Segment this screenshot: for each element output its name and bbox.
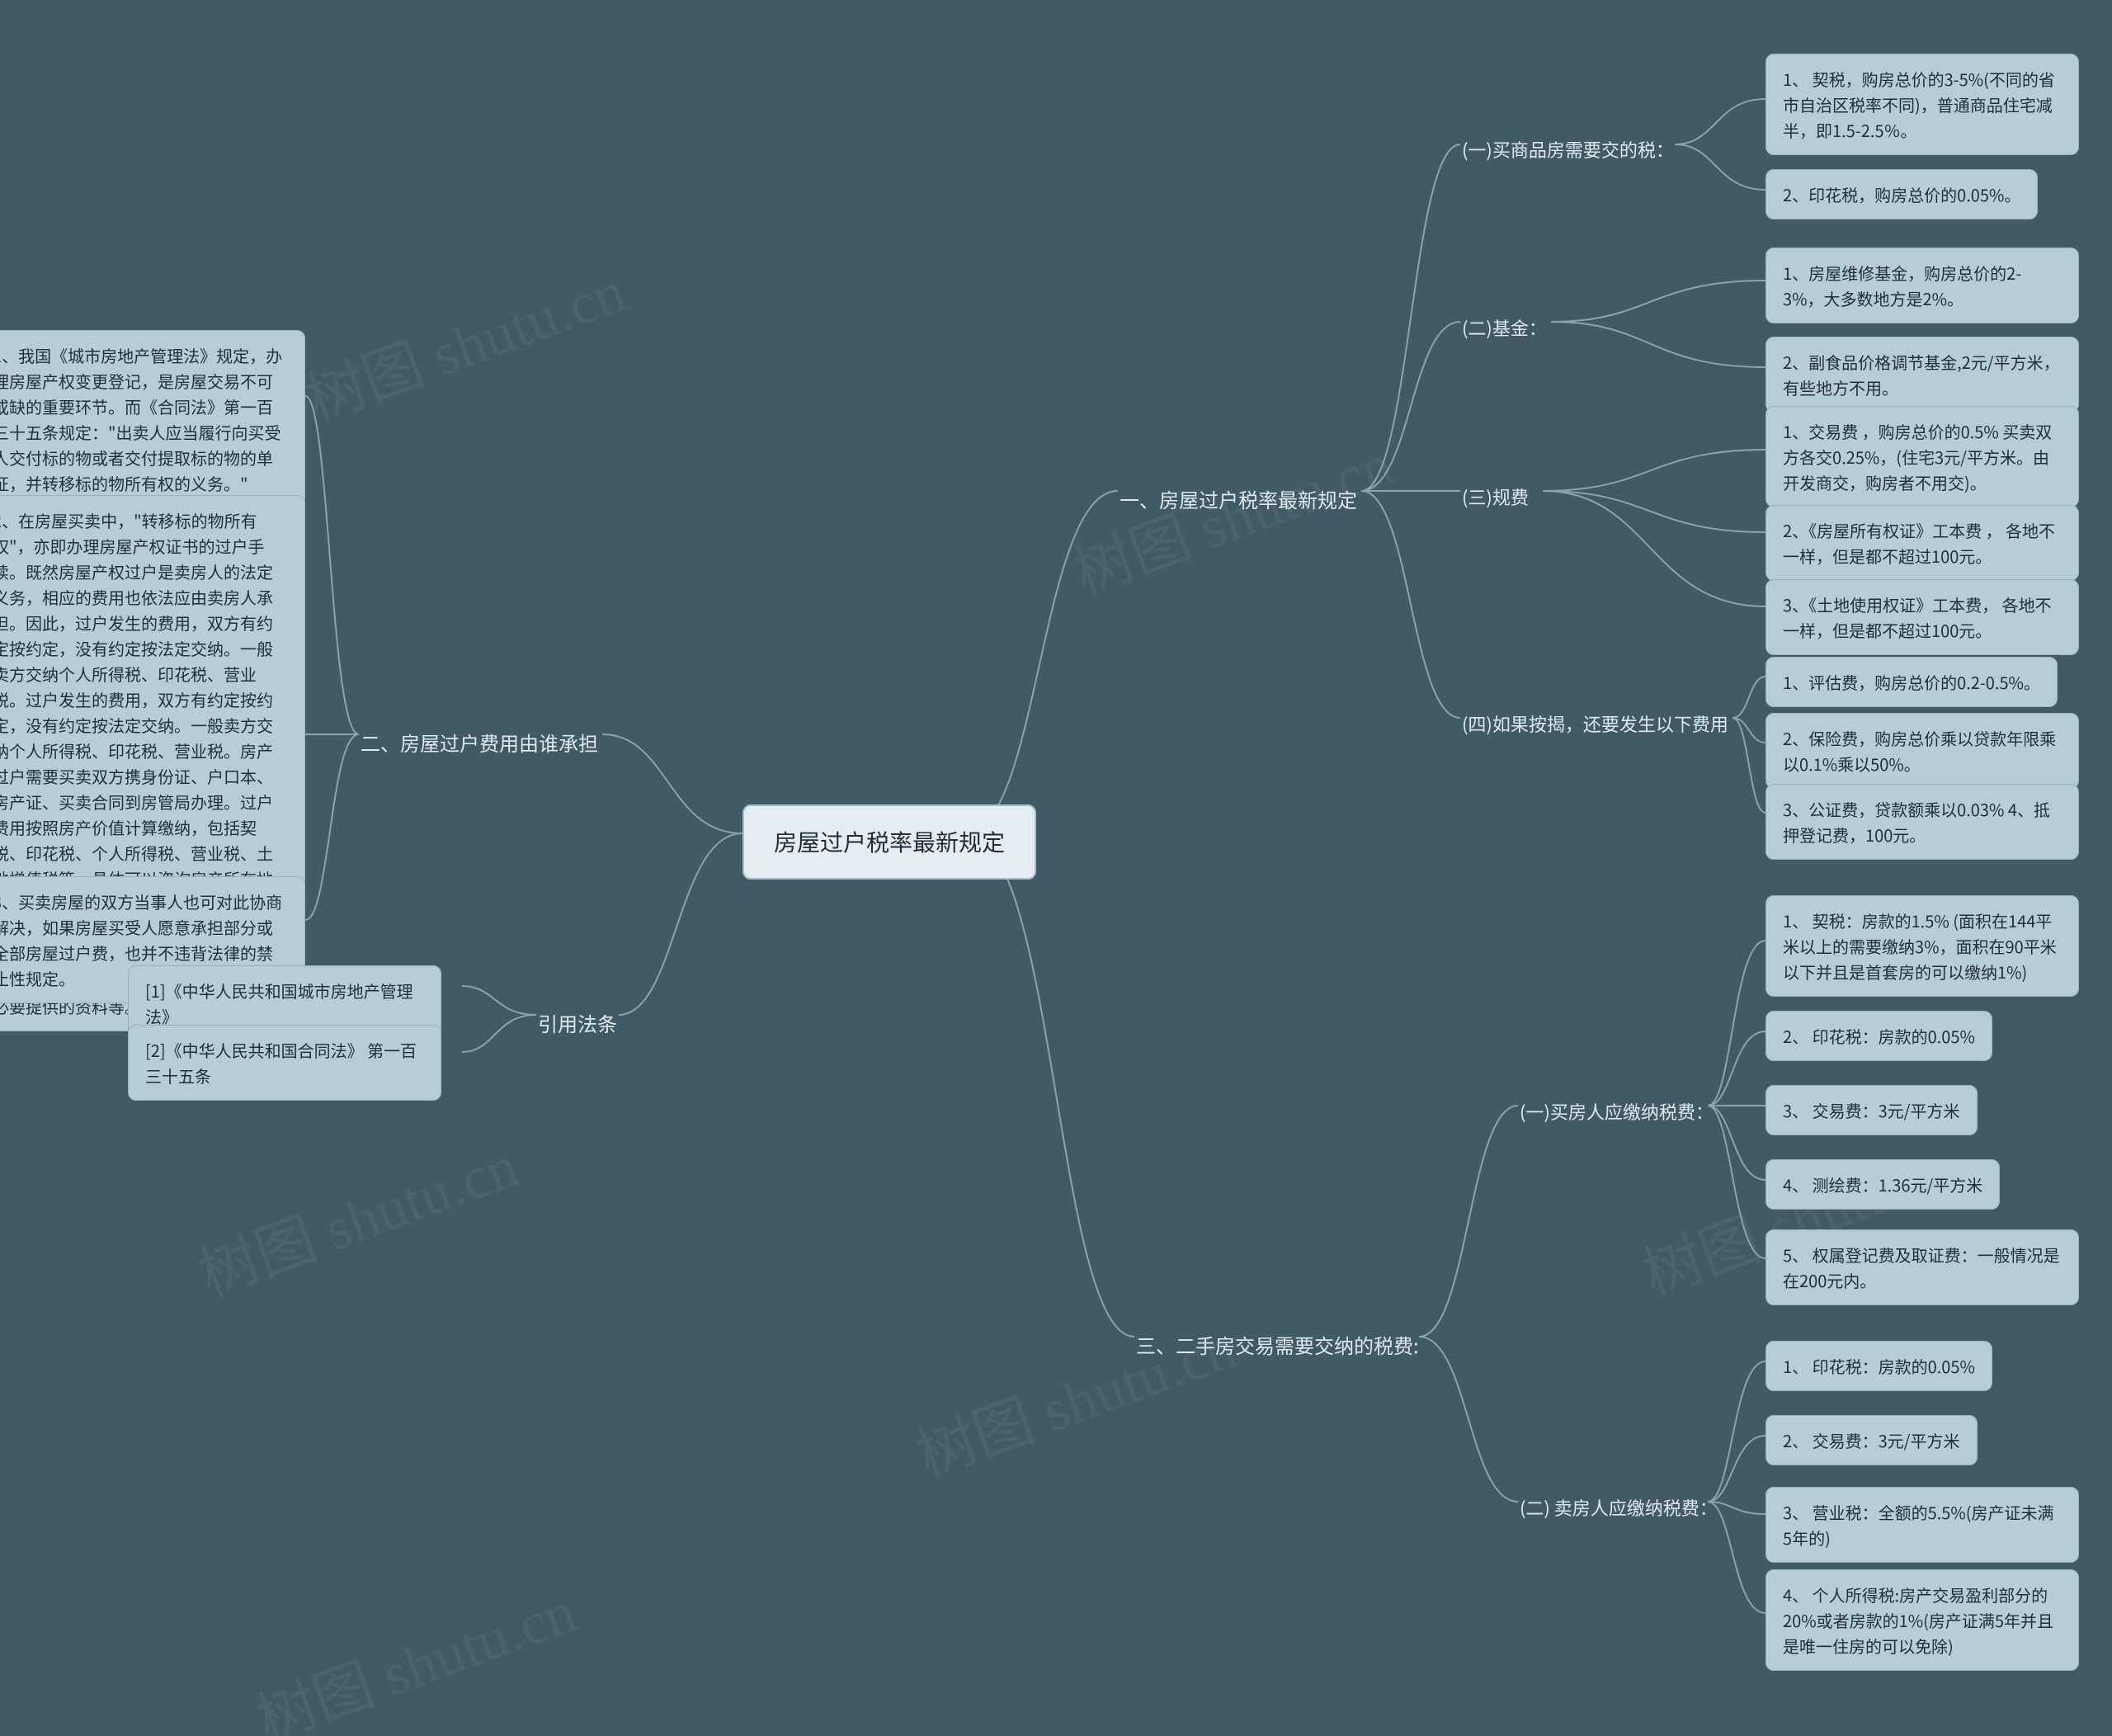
branch-references[interactable]: 引用法条 bbox=[536, 1001, 619, 1045]
branch-2[interactable]: 二、房屋过户费用由谁承担 bbox=[359, 720, 600, 764]
leaf-1-4b[interactable]: 2、保险费，购房总价乘以贷款年限乘以0.1%乘以50%。 bbox=[1766, 713, 2079, 789]
leaf-1-1b[interactable]: 2、印花税，购房总价的0.05%。 bbox=[1766, 169, 2038, 219]
branch-3[interactable]: 三、二手房交易需要交纳的税费: bbox=[1134, 1323, 1421, 1366]
leaf-3-2c[interactable]: 3、 营业税：全额的5.5%(房产证未满5年的) bbox=[1766, 1487, 2079, 1563]
sub-1-2[interactable]: (二)基金： bbox=[1460, 309, 1549, 347]
leaf-1-4c[interactable]: 3、公证费，贷款额乘以0.03% 4、抵押登记费，100元。 bbox=[1766, 784, 2079, 860]
watermark: 树图 shutu.cn bbox=[243, 1563, 586, 1736]
leaf-1-2b[interactable]: 2、副食品价格调节基金,2元/平方米，有些地方不用。 bbox=[1766, 337, 2079, 413]
sub-1-3[interactable]: (三)规费 bbox=[1460, 478, 1530, 516]
leaf-1-3b[interactable]: 2、《房屋所有权证》工本费 ， 各地不一样，但是都不超过100元。 bbox=[1766, 505, 2079, 581]
leaf-3-1d[interactable]: 4、 测绘费：1.36元/平方米 bbox=[1766, 1159, 2000, 1210]
leaf-3-1e[interactable]: 5、 权属登记费及取证费：一般情况是在200元内。 bbox=[1766, 1229, 2079, 1305]
sub-1-4[interactable]: (四)如果按揭，还要发生以下费用 bbox=[1460, 705, 1730, 743]
leaf-2a[interactable]: 1、我国《城市房地产管理法》规定，办理房屋产权变更登记，是房屋交易不可或缺的重要… bbox=[0, 330, 305, 508]
root-label: 房屋过户税率最新规定 bbox=[774, 825, 1005, 858]
sub-3-2[interactable]: (二) 卖房人应缴纳税费： bbox=[1518, 1488, 1719, 1526]
sub-1-1[interactable]: (一)买商品房需要交的税： bbox=[1460, 130, 1676, 168]
branch-1[interactable]: 一、房屋过户税率最新规定 bbox=[1118, 477, 1359, 521]
leaf-3-2a[interactable]: 1、 印花税：房款的0.05% bbox=[1766, 1341, 1992, 1391]
leaf-3-2d[interactable]: 4、 个人所得税:房产交易盈利部分的20%或者房款的1%(房产证满5年并且是唯一… bbox=[1766, 1569, 2079, 1671]
watermark: 树图 shutu.cn bbox=[185, 1117, 528, 1313]
leaf-3-1a[interactable]: 1、 契税：房款的1.5% (面积在144平米以上的需要缴纳3%，面积在90平米… bbox=[1766, 895, 2079, 997]
sub-3-1[interactable]: (一)买房人应缴纳税费： bbox=[1518, 1092, 1715, 1130]
leaf-1-3a[interactable]: 1、交易费 ，购房总价的0.5% 买卖双方各交0.25%，(住宅3元/平方米。由… bbox=[1766, 406, 2079, 507]
leaf-1-2a[interactable]: 1、房屋维修基金，购房总价的2-3%，大多数地方是2%。 bbox=[1766, 248, 2079, 323]
leaf-ref-2[interactable]: [2]《中华人民共和国合同法》 第一百三十五条 bbox=[128, 1025, 441, 1101]
watermark: 树图 shutu.cn bbox=[292, 243, 635, 438]
leaf-1-1a[interactable]: 1、 契税，购房总价的3-5%(不同的省市自治区税率不同)，普通商品住宅减半，即… bbox=[1766, 54, 2079, 155]
leaf-1-3c[interactable]: 3、《土地使用权证》工本费， 各地不一样，但是都不超过100元。 bbox=[1766, 579, 2079, 655]
leaf-3-1c[interactable]: 3、 交易费：3元/平方米 bbox=[1766, 1085, 1978, 1135]
leaf-3-1b[interactable]: 2、 印花税：房款的0.05% bbox=[1766, 1011, 1992, 1061]
leaf-3-2b[interactable]: 2、 交易费：3元/平方米 bbox=[1766, 1415, 1978, 1465]
root-node[interactable]: 房屋过户税率最新规定 bbox=[742, 804, 1036, 880]
leaf-1-4a[interactable]: 1、评估费，购房总价的0.2-0.5%。 bbox=[1766, 657, 2058, 707]
